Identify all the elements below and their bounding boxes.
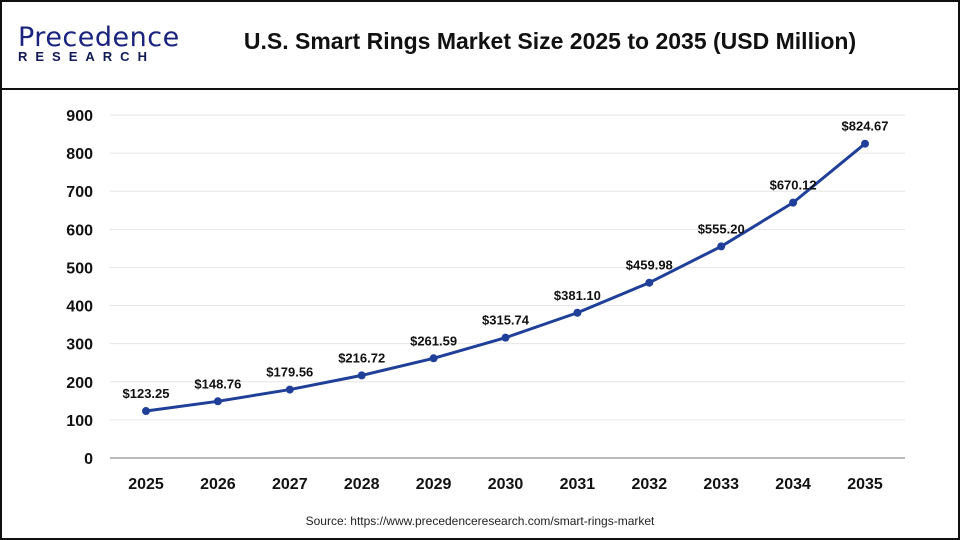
y-tick-label: 300 bbox=[66, 337, 93, 354]
x-tick-label: 2034 bbox=[775, 476, 811, 493]
logo: Precedence RESEARCH bbox=[18, 22, 180, 64]
y-tick-label: 0 bbox=[84, 451, 93, 468]
y-tick-label: 700 bbox=[66, 184, 93, 201]
data-point bbox=[429, 354, 438, 363]
x-tick-label: 2026 bbox=[200, 476, 236, 493]
data-point bbox=[213, 397, 222, 406]
x-tick-label: 2030 bbox=[488, 476, 524, 493]
data-label: $824.67 bbox=[842, 119, 889, 134]
logo-line1: Precedence bbox=[18, 22, 180, 53]
source-text: Source: https://www.precedenceresearch.c… bbox=[305, 514, 655, 528]
y-tick-label: 500 bbox=[66, 260, 93, 277]
x-tick-label: 2032 bbox=[632, 476, 668, 493]
x-tick-label: 2031 bbox=[560, 476, 596, 493]
y-tick-label: 800 bbox=[66, 146, 93, 163]
data-label: $381.10 bbox=[554, 288, 601, 303]
data-label: $555.20 bbox=[698, 221, 745, 236]
data-point bbox=[357, 371, 366, 380]
y-tick-label: 600 bbox=[66, 222, 93, 239]
y-tick-label: 200 bbox=[66, 375, 93, 392]
data-label: $216.72 bbox=[338, 350, 385, 365]
y-tick-label: 900 bbox=[66, 108, 93, 125]
data-point bbox=[501, 333, 510, 342]
data-label: $670.12 bbox=[770, 178, 817, 193]
data-label: $123.25 bbox=[123, 386, 170, 401]
data-point bbox=[861, 139, 869, 148]
data-point bbox=[717, 242, 726, 251]
x-tick-label: 2029 bbox=[416, 476, 452, 493]
x-tick-label: 2027 bbox=[272, 476, 308, 493]
chart-title: U.S. Smart Rings Market Size 2025 to 203… bbox=[243, 28, 857, 54]
x-tick-label: 2025 bbox=[128, 476, 164, 493]
y-tick-label: 100 bbox=[66, 413, 93, 430]
data-point bbox=[285, 385, 294, 394]
data-label: $179.56 bbox=[266, 365, 313, 380]
data-point bbox=[789, 198, 798, 207]
data-point bbox=[142, 407, 150, 416]
series-line bbox=[145, 142, 866, 413]
header: Precedence RESEARCH U.S. Smart Rings Mar… bbox=[0, 0, 960, 90]
x-tick-label: 2035 bbox=[847, 476, 883, 493]
data-label: $261.59 bbox=[410, 333, 457, 348]
y-tick-label: 400 bbox=[66, 299, 93, 316]
data-label: $315.74 bbox=[482, 313, 530, 328]
data-point bbox=[645, 278, 654, 287]
x-tick-label: 2033 bbox=[703, 476, 739, 493]
logo-line2: RESEARCH bbox=[18, 49, 155, 64]
x-tick-label: 2028 bbox=[344, 476, 380, 493]
data-label: $459.98 bbox=[626, 258, 673, 273]
data-label: $148.76 bbox=[194, 376, 241, 391]
data-point bbox=[573, 308, 582, 317]
